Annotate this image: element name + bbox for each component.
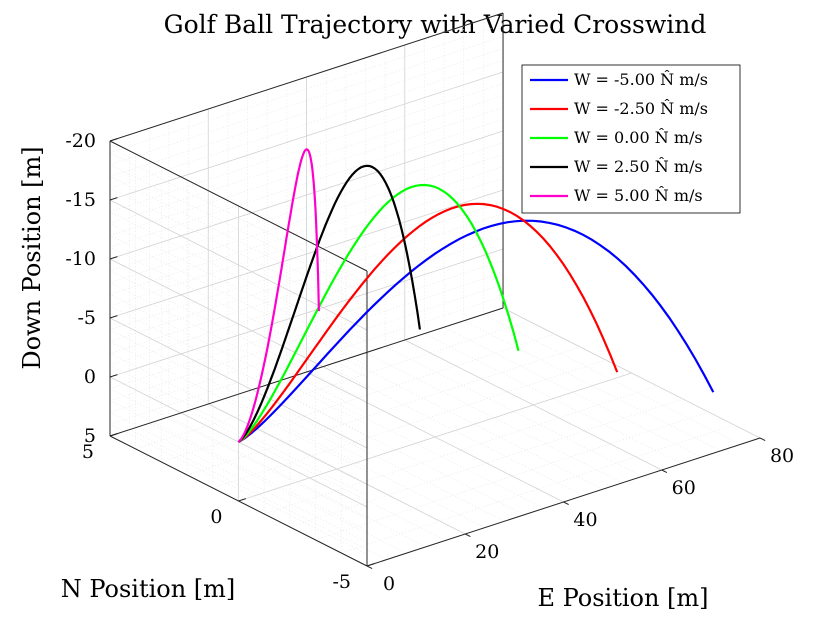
grid-line [109, 211, 368, 343]
legend-label-0: W = -5.00 N̂ m/s [574, 70, 708, 89]
grid-line [109, 223, 368, 354]
y-tick [366, 563, 375, 567]
z-tick [109, 433, 118, 437]
z-tick-label: -20 [65, 130, 96, 152]
z-tick [109, 138, 118, 142]
z-tick [109, 374, 118, 378]
grid [109, 12, 761, 567]
box-edge [109, 12, 504, 142]
x-tick-label: 20 [475, 541, 499, 563]
y-tick-label: -5 [332, 571, 351, 593]
series-lines [237, 148, 715, 443]
z-tick-label: -10 [65, 248, 96, 270]
y-tick-label: 0 [210, 506, 222, 528]
z-tick-label: -5 [77, 307, 96, 329]
legend-label-4: W = 5.00 N̂ m/s [574, 186, 703, 205]
x-tick [366, 565, 373, 570]
grid-line [109, 423, 368, 555]
grid-line [238, 372, 632, 502]
legend-label-3: W = 2.50 N̂ m/s [574, 157, 703, 176]
x-tick [563, 501, 569, 506]
x-tick [759, 437, 766, 442]
grid-line [109, 235, 368, 366]
x-tick [465, 533, 471, 538]
z-tick [109, 197, 118, 201]
grid-line [109, 130, 504, 260]
z-tick-label: 0 [84, 366, 96, 388]
x-tick-label: 80 [770, 445, 794, 467]
y-axis-label: N Position [m] [61, 575, 236, 603]
grid-line [109, 329, 368, 461]
y-tick-label: 5 [82, 441, 94, 463]
x-tick-label: 60 [672, 477, 696, 499]
grid-line [109, 199, 368, 331]
grid-line [109, 317, 368, 449]
z-tick-label: 5 [84, 425, 96, 447]
grid-line [109, 282, 368, 413]
series-line-0 [237, 219, 715, 443]
legend-label-1: W = -2.50 N̂ m/s [574, 99, 708, 118]
series-line-4 [237, 148, 320, 443]
z-tick [109, 315, 118, 319]
z-axis-label: Down Position [m] [18, 146, 46, 369]
grid-line [109, 412, 368, 543]
y-tick [238, 498, 247, 502]
grid-line [109, 71, 504, 201]
grid-line [109, 294, 368, 425]
box-edge [109, 307, 504, 437]
grid-line [109, 353, 368, 484]
legend: W = -5.00 N̂ m/s W = -2.50 N̂ m/s W = 0.00… [521, 64, 741, 214]
grid-line [109, 189, 504, 319]
grid-line [109, 248, 504, 378]
series-line-3 [237, 164, 421, 443]
grid-line [109, 176, 368, 307]
grid-line [109, 152, 368, 284]
grid-line [109, 258, 368, 390]
grid-line [109, 246, 368, 378]
x-tick-label: 0 [383, 573, 395, 595]
box-edge [109, 140, 368, 272]
grid-line [109, 305, 368, 437]
x-tick-label: 40 [573, 509, 597, 531]
x-axis-label: E Position [m] [537, 584, 708, 612]
z-tick [109, 256, 118, 260]
grid-line [109, 164, 368, 295]
grid-line [109, 388, 368, 520]
grid-line [109, 270, 368, 402]
grid-line [109, 364, 368, 496]
grid-line [109, 341, 368, 472]
chart-title: Golf Ball Trajectory with Varied Crosswi… [164, 10, 707, 39]
z-tick-label: -15 [65, 189, 96, 211]
axes: 0 20 40 60 80 -5 0 5 -20 -15 -10 -5 0 5 [65, 12, 794, 595]
series-line-2 [237, 183, 520, 443]
series-line-1 [237, 202, 619, 443]
x-tick [661, 469, 668, 474]
legend-label-2: W = 0.00 N̂ m/s [574, 128, 703, 147]
